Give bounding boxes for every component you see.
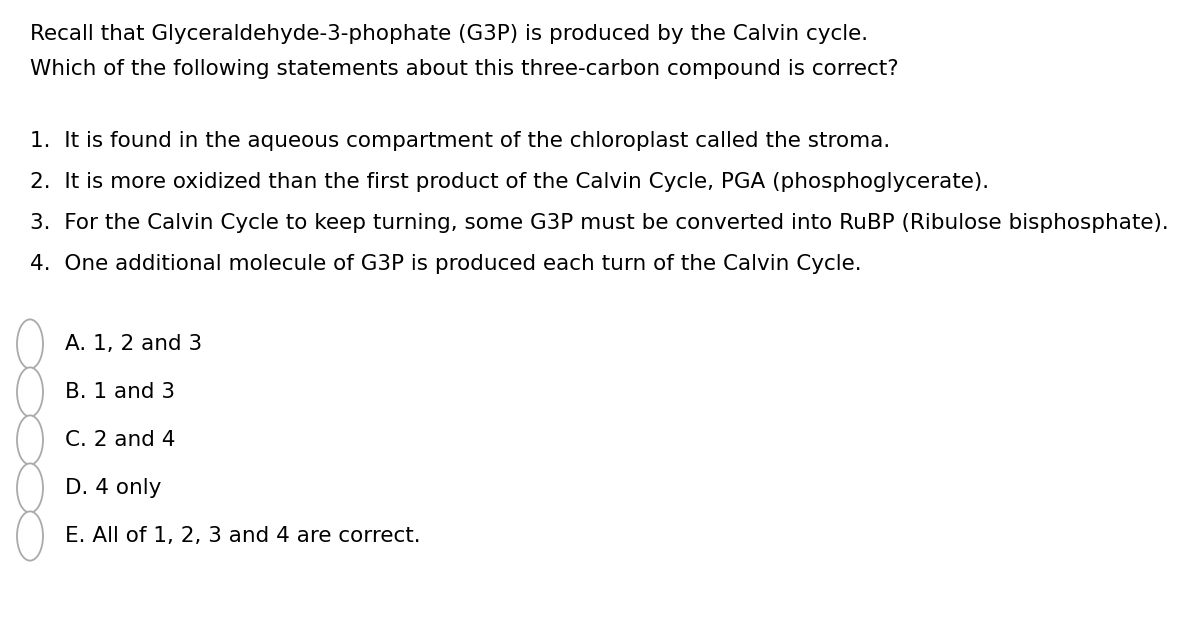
- Text: 1.  It is found in the aqueous compartment of the chloroplast called the stroma.: 1. It is found in the aqueous compartmen…: [30, 131, 890, 151]
- Text: Recall that Glyceraldehyde-3-phophate (G3P) is produced by the Calvin cycle.: Recall that Glyceraldehyde-3-phophate (G…: [30, 24, 868, 44]
- Text: B. 1 and 3: B. 1 and 3: [65, 382, 175, 402]
- Ellipse shape: [17, 320, 43, 368]
- Text: Which of the following statements about this three-carbon compound is correct?: Which of the following statements about …: [30, 59, 899, 79]
- Text: 2.  It is more oxidized than the first product of the Calvin Cycle, PGA (phospho: 2. It is more oxidized than the first pr…: [30, 172, 989, 192]
- Text: D. 4 only: D. 4 only: [65, 478, 161, 498]
- Text: E. All of 1, 2, 3 and 4 are correct.: E. All of 1, 2, 3 and 4 are correct.: [65, 526, 421, 546]
- Ellipse shape: [17, 367, 43, 417]
- Text: C. 2 and 4: C. 2 and 4: [65, 430, 175, 450]
- Ellipse shape: [17, 512, 43, 560]
- Ellipse shape: [17, 463, 43, 513]
- Text: A. 1, 2 and 3: A. 1, 2 and 3: [65, 334, 202, 354]
- Text: 4.  One additional molecule of G3P is produced each turn of the Calvin Cycle.: 4. One additional molecule of G3P is pro…: [30, 254, 862, 274]
- Text: 3.  For the Calvin Cycle to keep turning, some G3P must be converted into RuBP (: 3. For the Calvin Cycle to keep turning,…: [30, 213, 1169, 233]
- Ellipse shape: [17, 415, 43, 465]
